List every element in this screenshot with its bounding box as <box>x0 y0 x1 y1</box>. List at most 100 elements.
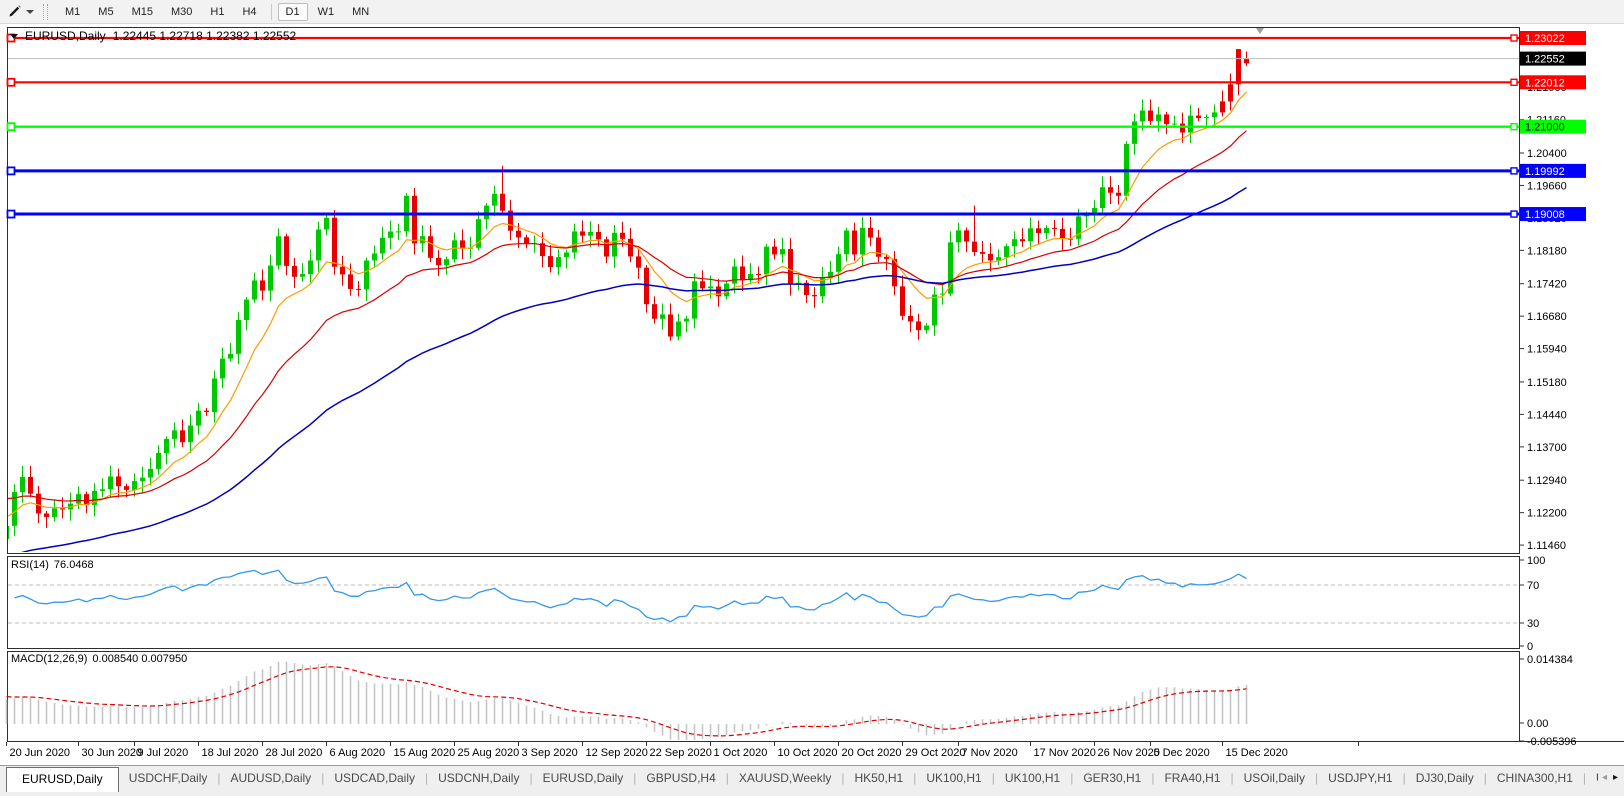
chart-tab-UK100-H1[interactable]: UK100,H1 <box>1004 771 1061 785</box>
price-badge-1.22552: 1.22552 <box>1520 51 1586 66</box>
chart-symbol-label: EURUSD,Daily <box>25 29 106 43</box>
svg-text:1.11460: 1.11460 <box>1527 540 1566 552</box>
svg-text:70: 70 <box>1527 580 1539 592</box>
svg-text:-0.005396: -0.005396 <box>1527 736 1577 748</box>
price-badge-1.19008: 1.19008 <box>1520 207 1586 222</box>
toolbar-grip[interactable] <box>43 3 48 20</box>
chart-tab-FRA40-H1[interactable]: FRA40,H1 <box>1164 771 1221 785</box>
tab-separator: | <box>1151 771 1155 785</box>
timeframe-button-W1[interactable]: W1 <box>310 3 343 21</box>
svg-text:5 Dec 2020: 5 Dec 2020 <box>1154 747 1210 759</box>
svg-text:0: 0 <box>1527 641 1533 653</box>
svg-text:30 Jun 2020: 30 Jun 2020 <box>82 747 143 759</box>
macd-panel: 0.014384 0.00 -0.005396 <box>5 654 1577 748</box>
tab-separator: | <box>913 771 917 785</box>
price-badge-1.19992: 1.19992 <box>1520 163 1586 178</box>
svg-text:30: 30 <box>1527 618 1539 630</box>
chart-tab-USDJPY-H1[interactable]: USDJPY,H1 <box>1328 771 1393 785</box>
candlestick-series <box>8 49 1249 539</box>
price-badge-1.23022: 1.23022 <box>1520 31 1586 45</box>
chart-tab-AUDUSD-Daily[interactable]: AUDUSD,Daily <box>230 771 312 785</box>
chart-tab-USDCAD-Daily[interactable]: USDCAD,Daily <box>334 771 415 785</box>
svg-text:1.18180: 1.18180 <box>1527 245 1567 257</box>
chart-tab-UK100-H1[interactable]: UK100,H1 <box>926 771 982 785</box>
chart-tab-GER30-H1[interactable]: GER30,H1 <box>1083 771 1142 785</box>
svg-text:10 Oct 2020: 10 Oct 2020 <box>778 747 838 759</box>
svg-text:1.19992: 1.19992 <box>1525 166 1565 178</box>
svg-text:100: 100 <box>1527 555 1545 567</box>
tab-separator: | <box>991 771 995 785</box>
svg-text:1.22552: 1.22552 <box>1525 54 1565 66</box>
svg-text:22 Sep 2020: 22 Sep 2020 <box>650 747 712 759</box>
macd-values: 0.008540 0.007950 <box>92 653 188 665</box>
timeframe-button-D1[interactable]: D1 <box>277 2 308 21</box>
svg-text:20 Jun 2020: 20 Jun 2020 <box>10 747 71 759</box>
svg-text:0.014384: 0.014384 <box>1527 654 1573 666</box>
timeframe-button-MN[interactable]: MN <box>344 3 377 21</box>
chart-ohlc-values: 1.22445 1.22718 1.22382 1.22552 <box>112 29 297 43</box>
toolbar-separator <box>270 3 272 20</box>
macd-indicator-label: MACD(12,26,9) 0.008540 0.007950 <box>11 653 187 665</box>
tab-separator: | <box>217 771 221 785</box>
chevron-down-icon <box>26 9 34 14</box>
timeframe-button-M1[interactable]: M1 <box>57 3 88 21</box>
right-arrow-icon[interactable]: ▸ <box>1612 772 1618 783</box>
tab-separator: | <box>321 771 325 785</box>
collapse-triangle-icon[interactable] <box>10 33 18 39</box>
chart-tab-XAUUSD-Weekly[interactable]: XAUUSD,Weekly <box>738 771 832 785</box>
chart-tab-EURUSD-Daily[interactable]: EURUSD,Daily <box>6 767 119 792</box>
ma-lines <box>8 91 1247 552</box>
tab-separator: | <box>425 771 429 785</box>
svg-text:15 Aug 2020: 15 Aug 2020 <box>394 747 456 759</box>
chart-tab-EURUSD-Daily[interactable]: EURUSD,Daily <box>542 771 624 785</box>
svg-text:1 Oct 2020: 1 Oct 2020 <box>714 747 768 759</box>
svg-text:15 Dec 2020: 15 Dec 2020 <box>1226 747 1288 759</box>
rsi-name: RSI(14) <box>11 559 49 571</box>
svg-text:28 Jul 2020: 28 Jul 2020 <box>266 747 323 759</box>
tab-separator: | <box>529 771 533 785</box>
price-badge-1.21000: 1.21000 <box>1520 119 1586 134</box>
chart-tab-CHINA300-H1[interactable]: CHINA300,H1 <box>1496 771 1573 785</box>
timeframe-button-M30[interactable]: M30 <box>163 3 200 21</box>
svg-text:1.14440: 1.14440 <box>1527 409 1567 421</box>
chart-tab-HK50-H1[interactable]: HK50,H1 <box>854 771 904 785</box>
price-badge-1.22012: 1.22012 <box>1520 75 1586 90</box>
chart-panels <box>7 27 1624 742</box>
svg-text:1.13700: 1.13700 <box>1527 442 1567 454</box>
svg-text:7 Nov 2020: 7 Nov 2020 <box>962 747 1018 759</box>
svg-text:18 Jul 2020: 18 Jul 2020 <box>202 747 259 759</box>
svg-text:25 Aug 2020: 25 Aug 2020 <box>458 747 520 759</box>
chart-tool-button[interactable] <box>4 2 37 21</box>
tab-separator: | <box>725 771 729 785</box>
svg-text:1.19008: 1.19008 <box>1525 209 1565 221</box>
timeframe-button-H4[interactable]: H4 <box>234 3 264 21</box>
tab-separator: | <box>1230 771 1234 785</box>
chart-tab-GBPUSD-H4[interactable]: GBPUSD,H4 <box>646 771 716 785</box>
tab-separator: | <box>841 771 845 785</box>
timeframe-buttons: M1 M5 M15 M30 H1 H4 D1 W1 MN <box>56 2 378 21</box>
timeframe-button-M5[interactable]: M5 <box>90 3 121 21</box>
rsi-value: 76.0468 <box>53 559 94 571</box>
chart-shift-triangle-icon[interactable] <box>1256 28 1264 34</box>
left-arrow-icon[interactable]: ◂ <box>1601 772 1607 783</box>
support-resistance-lines[interactable] <box>6 33 1520 219</box>
tab-separator: | <box>1314 771 1319 785</box>
svg-text:1.19660: 1.19660 <box>1527 180 1567 192</box>
svg-text:29 Oct 2020: 29 Oct 2020 <box>906 747 966 759</box>
tab-separator: | <box>1070 771 1074 785</box>
svg-text:3 Sep 2020: 3 Sep 2020 <box>522 747 578 759</box>
tab-separator: | <box>633 771 637 785</box>
chart-tab-USDCNH-Daily[interactable]: USDCNH,Daily <box>438 771 520 785</box>
timeframe-button-M15[interactable]: M15 <box>124 3 161 21</box>
chart-tab-USDCHF-Daily[interactable]: USDCHF,Daily <box>128 771 208 785</box>
svg-text:17 Nov 2020: 17 Nov 2020 <box>1034 747 1096 759</box>
svg-text:0.00: 0.00 <box>1527 718 1548 730</box>
svg-text:20 Oct 2020: 20 Oct 2020 <box>842 747 902 759</box>
chart-tab-DJ30-Daily[interactable]: DJ30,Daily <box>1415 771 1474 785</box>
timeframe-button-H1[interactable]: H1 <box>202 3 232 21</box>
chart-tab-USOil-Daily[interactable]: USOil,Daily <box>1243 771 1305 785</box>
svg-text:1.20400: 1.20400 <box>1527 148 1567 160</box>
svg-text:1.12200: 1.12200 <box>1527 508 1567 520</box>
